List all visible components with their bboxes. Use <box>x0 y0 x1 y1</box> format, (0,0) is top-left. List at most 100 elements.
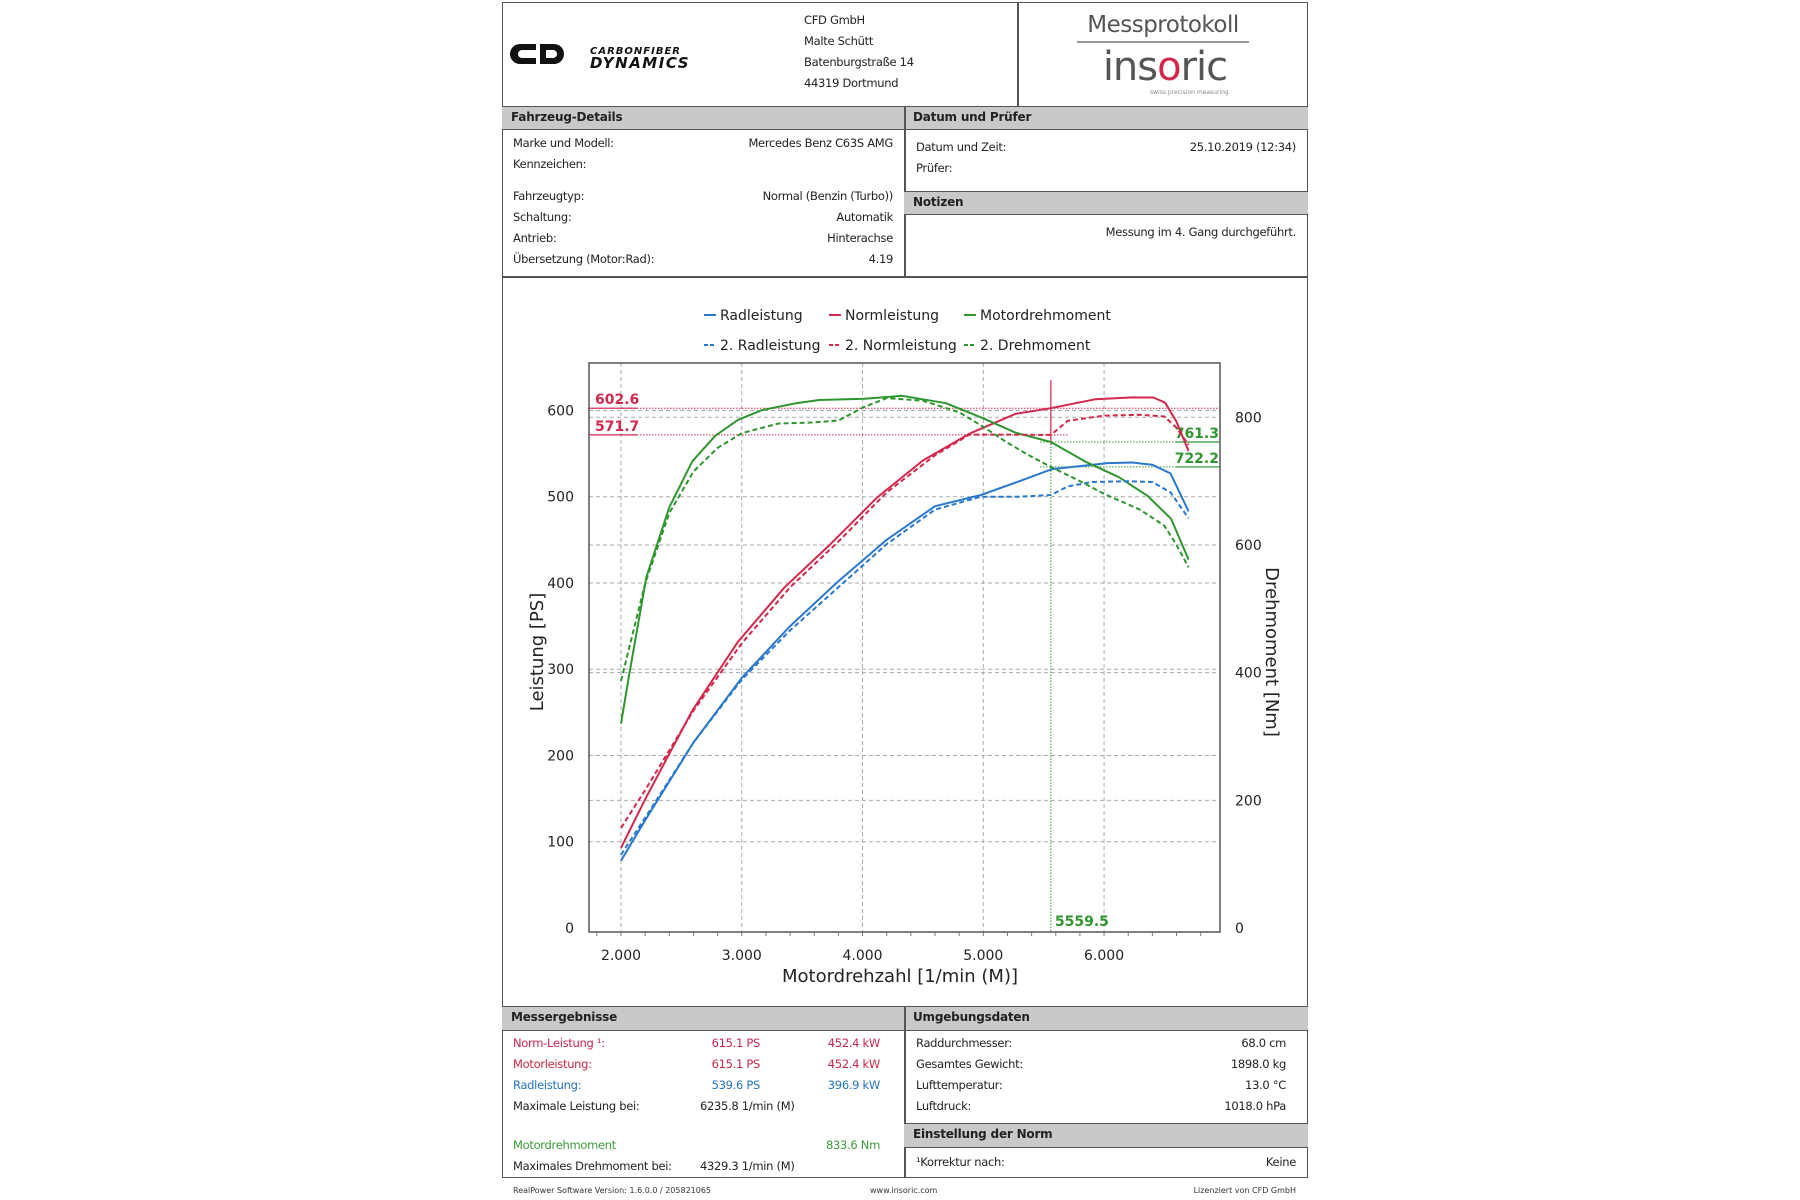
plot-frame <box>588 362 1221 933</box>
notes-text: Messung im 4. Gang durchgeführt. <box>1105 225 1297 239</box>
y-right-tick-label: 200 <box>1235 793 1262 809</box>
date-section-header: Datum und Prüfer <box>904 106 1308 130</box>
y-right-tick-label: 400 <box>1235 666 1262 682</box>
engine-power-kw: 452.4 kW <box>827 1057 881 1071</box>
svg-text:CARBONFIBER: CARBONFIBER <box>590 46 681 57</box>
annotation-label: 761.3 <box>1175 426 1219 442</box>
company-city: 44319 Dortmund <box>804 76 899 90</box>
y-left-tick-label: 0 <box>565 921 574 937</box>
x-axis-title: Motordrehzahl [1/min (M)] <box>782 966 1018 987</box>
norm-section-header: Einstellung der Norm <box>904 1123 1308 1148</box>
max-torque-rpm-value: 4329.3 1/min (M) <box>700 1159 795 1173</box>
env-label: Lufttemperatur: <box>916 1078 1003 1092</box>
vehicle-value: Hinterachse <box>827 231 893 245</box>
results-section-header: Messergebnisse <box>502 1006 905 1031</box>
series-line-2-normleistung <box>620 413 1190 829</box>
svg-text:DYNAMICS: DYNAMICS <box>590 54 690 72</box>
date-label: Datum und Zeit: <box>916 140 1007 154</box>
y-left-tick-label: 400 <box>547 576 574 592</box>
carbonfiber-dynamics-logo: CARBONFIBER DYNAMICS <box>510 44 690 72</box>
legend-label: Normleistung <box>845 308 939 324</box>
x-tick-label: 5.000 <box>963 948 1003 964</box>
y-right-axis-title: Drehmoment [Nm] <box>1261 567 1282 737</box>
y-right-tick-label: 600 <box>1235 538 1262 554</box>
vehicle-label: Schaltung: <box>513 210 572 224</box>
env-label: Raddurchmesser: <box>916 1036 1012 1050</box>
website-link[interactable]: www.insoric.com <box>870 1186 938 1195</box>
vehicle-label: Kennzeichen: <box>513 157 587 171</box>
legend-label: Radleistung <box>720 308 803 324</box>
insoric-logo: insoric <box>1102 44 1228 90</box>
env-value: 1018.0 hPa <box>1224 1099 1286 1113</box>
legend-label: Motordrehmoment <box>980 308 1111 324</box>
env-label: Luftdruck: <box>916 1099 972 1113</box>
examiner-label: Prüfer: <box>916 161 953 175</box>
notes-section-header: Notizen <box>904 191 1308 215</box>
title-underline <box>1077 41 1249 43</box>
series-line-motordrehmoment <box>620 394 1190 724</box>
y-left-tick-label: 300 <box>547 662 574 678</box>
x-tick-label: 6.000 <box>1084 948 1124 964</box>
series-line-2-drehmoment <box>620 397 1190 682</box>
env-value: 13.0 °C <box>1245 1078 1286 1092</box>
max-power-rpm-value: 6235.8 1/min (M) <box>700 1099 795 1113</box>
annotation-label: 5559.5 <box>1055 914 1109 930</box>
engine-power-label: Motorleistung: <box>513 1057 592 1071</box>
vehicle-value: Mercedes Benz C63S AMG <box>748 136 893 150</box>
norm-power-kw: 452.4 kW <box>827 1036 881 1050</box>
doc-title: Messprotokoll <box>1087 12 1239 38</box>
company-name: CFD GmbH <box>804 13 865 27</box>
correction-value: Keine <box>1265 1155 1296 1169</box>
dyno-chart: 2.000 3.000 4.000 5.000 6.000 0 100 200 300 400 50… <box>527 308 1282 987</box>
x-tick-label: 3.000 <box>722 948 762 964</box>
divider <box>904 1006 906 1178</box>
vehicle-label: Übersetzung (Motor:Rad): <box>513 252 655 266</box>
cd-logo-icon <box>510 44 564 64</box>
insoric-o-mark: o <box>1157 44 1182 90</box>
y-right-tick-label: 0 <box>1235 921 1244 937</box>
vehicle-label: Antrieb: <box>513 231 557 245</box>
norm-power-ps: 615.1 PS <box>711 1036 761 1050</box>
correction-label: ¹Korrektur nach: <box>916 1155 1005 1169</box>
wheel-power-kw: 396.9 kW <box>827 1078 881 1092</box>
y-left-axis-title: Leistung [PS] <box>527 593 548 712</box>
annotation-label: 602.6 <box>595 392 639 408</box>
vehicle-section-header: Fahrzeug-Details <box>502 106 905 130</box>
torque-label: Motordrehmoment <box>513 1138 616 1152</box>
y-left-tick-label: 200 <box>547 748 574 764</box>
env-value: 1898.0 kg <box>1230 1057 1286 1071</box>
series-line-radleistung <box>620 461 1190 862</box>
torque-value: 833.6 Nm <box>826 1138 880 1152</box>
env-label: Gesamtes Gewicht: <box>916 1057 1023 1071</box>
y-right-tick-label: 800 <box>1235 410 1262 426</box>
software-version: RealPower Software Version: 1.6.0.0 / 20… <box>513 1186 712 1195</box>
wheel-power-ps: 539.6 PS <box>711 1078 761 1092</box>
annotation-label: 571.7 <box>595 419 639 435</box>
divider <box>1017 2 1019 106</box>
wheel-power-label: Radleistung: <box>513 1078 582 1092</box>
y-left-tick-label: 100 <box>547 835 574 851</box>
vehicle-value: Normal (Benzin (Turbo)) <box>762 189 894 203</box>
env-value: 68.0 cm <box>1241 1036 1286 1050</box>
license-text: Lizenziert von CFD GmbH <box>1193 1186 1296 1195</box>
x-tick-label: 4.000 <box>842 948 882 964</box>
insoric-tagline: swiss precision measuring <box>1150 89 1229 96</box>
x-tick-label: 2.000 <box>601 948 641 964</box>
series-line-2-radleistung <box>620 480 1190 856</box>
legend-label: 2. Drehmoment <box>980 338 1091 354</box>
y-left-tick-label: 600 <box>547 403 574 419</box>
vehicle-value: Automatik <box>836 210 893 224</box>
company-contact: Malte Schütt <box>804 34 874 48</box>
annotation-label: 722.2 <box>1175 451 1219 467</box>
max-power-rpm-label: Maximale Leistung bei: <box>513 1099 640 1113</box>
max-torque-rpm-label: Maximales Drehmoment bei: <box>513 1159 672 1173</box>
company-street: Batenburgstraße 14 <box>804 55 914 69</box>
norm-power-label: Norm-Leistung ¹: <box>513 1036 605 1050</box>
legend-label: 2. Normleistung <box>845 338 957 354</box>
divider <box>502 276 1308 278</box>
vehicle-value: 4.19 <box>868 252 894 266</box>
date-value: 25.10.2019 (12:34) <box>1189 140 1297 154</box>
vehicle-label: Fahrzeugtyp: <box>513 189 585 203</box>
series-line-normleistung <box>620 396 1190 849</box>
y-left-tick-label: 500 <box>547 490 574 506</box>
